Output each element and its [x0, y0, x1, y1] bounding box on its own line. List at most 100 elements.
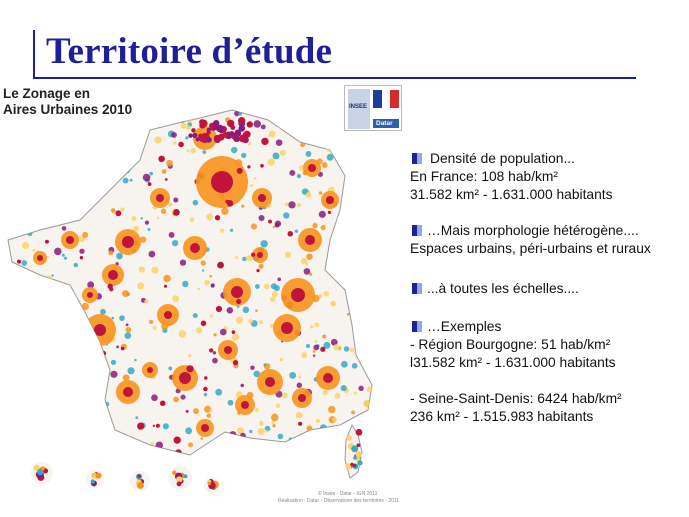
small-pole-commune	[79, 248, 85, 254]
overseas-commune	[207, 481, 211, 486]
multipolar-commune	[259, 422, 264, 427]
isolated-commune	[76, 176, 84, 183]
periurban-commune	[350, 293, 358, 301]
multipolar-commune	[33, 144, 36, 148]
small-pole-commune	[212, 357, 218, 364]
small-pole-commune	[210, 283, 215, 288]
small-urban-pole	[204, 376, 208, 380]
isolated-commune	[149, 171, 153, 176]
small-pole-commune	[63, 374, 66, 378]
overseas-commune	[90, 479, 95, 484]
small-pole-commune	[78, 385, 84, 391]
multipolar-commune	[65, 132, 71, 139]
small-urban-pole	[62, 391, 70, 399]
small-urban-pole	[16, 259, 22, 264]
periurban-commune	[81, 302, 89, 311]
overseas-commune	[172, 470, 177, 476]
urban-pole	[291, 288, 305, 302]
datar-logo: Datar	[373, 119, 399, 128]
isolated-commune	[355, 296, 362, 303]
urban-pole	[281, 322, 293, 334]
bullet-square-icon	[412, 153, 422, 164]
periurban-commune	[28, 271, 33, 275]
northern-pole	[206, 130, 211, 135]
multipolar-commune	[138, 266, 145, 273]
small-urban-pole	[173, 209, 180, 216]
multipolar-commune	[32, 140, 38, 146]
urban-pole	[298, 394, 306, 402]
corsica-commune	[355, 428, 363, 436]
small-pole-commune	[116, 345, 120, 349]
multipolar-commune	[305, 192, 311, 198]
isolated-commune	[59, 371, 68, 379]
multipolar-commune	[257, 427, 265, 435]
isolated-commune	[63, 256, 68, 260]
northern-pole	[228, 121, 234, 128]
multipolar-commune	[45, 186, 50, 191]
small-urban-pole	[209, 348, 214, 353]
isolated-commune	[289, 371, 297, 379]
small-pole-commune	[303, 268, 311, 275]
northern-pole	[191, 128, 196, 133]
isolated-commune	[277, 433, 284, 440]
periurban-commune	[52, 411, 60, 419]
title-underline	[33, 77, 636, 79]
isolated-commune	[254, 284, 260, 289]
multipolar-commune	[44, 218, 47, 222]
small-urban-pole	[260, 163, 264, 168]
periurban-commune	[370, 194, 372, 198]
slide-title: Territoire d’étude	[46, 31, 333, 72]
isolated-commune	[249, 429, 253, 434]
small-pole-commune	[164, 178, 168, 181]
isolated-commune	[36, 327, 42, 333]
periurban-commune	[241, 204, 245, 208]
multipolar-commune	[366, 272, 372, 278]
urban-pole	[66, 236, 74, 244]
periurban-commune	[28, 320, 33, 324]
isolated-commune	[127, 367, 135, 375]
small-urban-pole	[236, 298, 242, 305]
multipolar-commune	[188, 353, 192, 358]
small-pole-commune	[345, 172, 351, 178]
multipolar-commune	[326, 123, 332, 129]
small-urban-pole	[120, 346, 125, 351]
small-urban-pole	[226, 200, 234, 207]
multipolar-commune	[219, 228, 225, 233]
isolated-commune	[253, 370, 261, 378]
multipolar-commune	[33, 400, 38, 405]
urban-pole	[122, 236, 134, 248]
isolated-commune	[185, 427, 193, 435]
small-urban-pole	[83, 119, 90, 126]
small-urban-pole	[173, 436, 181, 444]
periurban-commune	[213, 333, 217, 337]
overseas-commune	[37, 468, 44, 476]
isolated-commune	[147, 228, 151, 232]
periurban-commune	[322, 334, 327, 339]
small-urban-pole	[268, 219, 272, 224]
multipolar-commune	[45, 166, 49, 170]
periurban-commune	[192, 408, 199, 415]
urban-pole	[211, 171, 233, 193]
isolated-commune	[38, 435, 43, 440]
multipolar-commune	[356, 132, 360, 135]
small-pole-commune	[318, 210, 326, 218]
isolated-commune	[263, 363, 267, 367]
isolated-commune	[370, 177, 372, 183]
multipolar-commune	[334, 392, 341, 399]
small-urban-pole	[115, 210, 122, 217]
small-urban-pole	[203, 386, 208, 392]
small-pole-commune	[17, 133, 22, 139]
multipolar-commune	[82, 197, 88, 203]
overseas-commune	[137, 474, 141, 478]
small-pole-commune	[14, 165, 21, 172]
small-urban-pole	[232, 359, 239, 366]
multipolar-commune	[178, 330, 187, 338]
urban-pole	[201, 424, 209, 432]
bullet-4-line-2: - Région Bourgogne: 51 hab/km²	[410, 337, 611, 352]
multipolar-commune	[345, 243, 350, 248]
multipolar-commune	[172, 295, 180, 303]
multipolar-commune	[101, 381, 106, 386]
map-credit-2: Réalisation : Datar - Observatoire des t…	[278, 498, 400, 504]
map-title-line1: Le Zonage en	[3, 86, 91, 101]
multipolar-commune	[265, 429, 269, 433]
